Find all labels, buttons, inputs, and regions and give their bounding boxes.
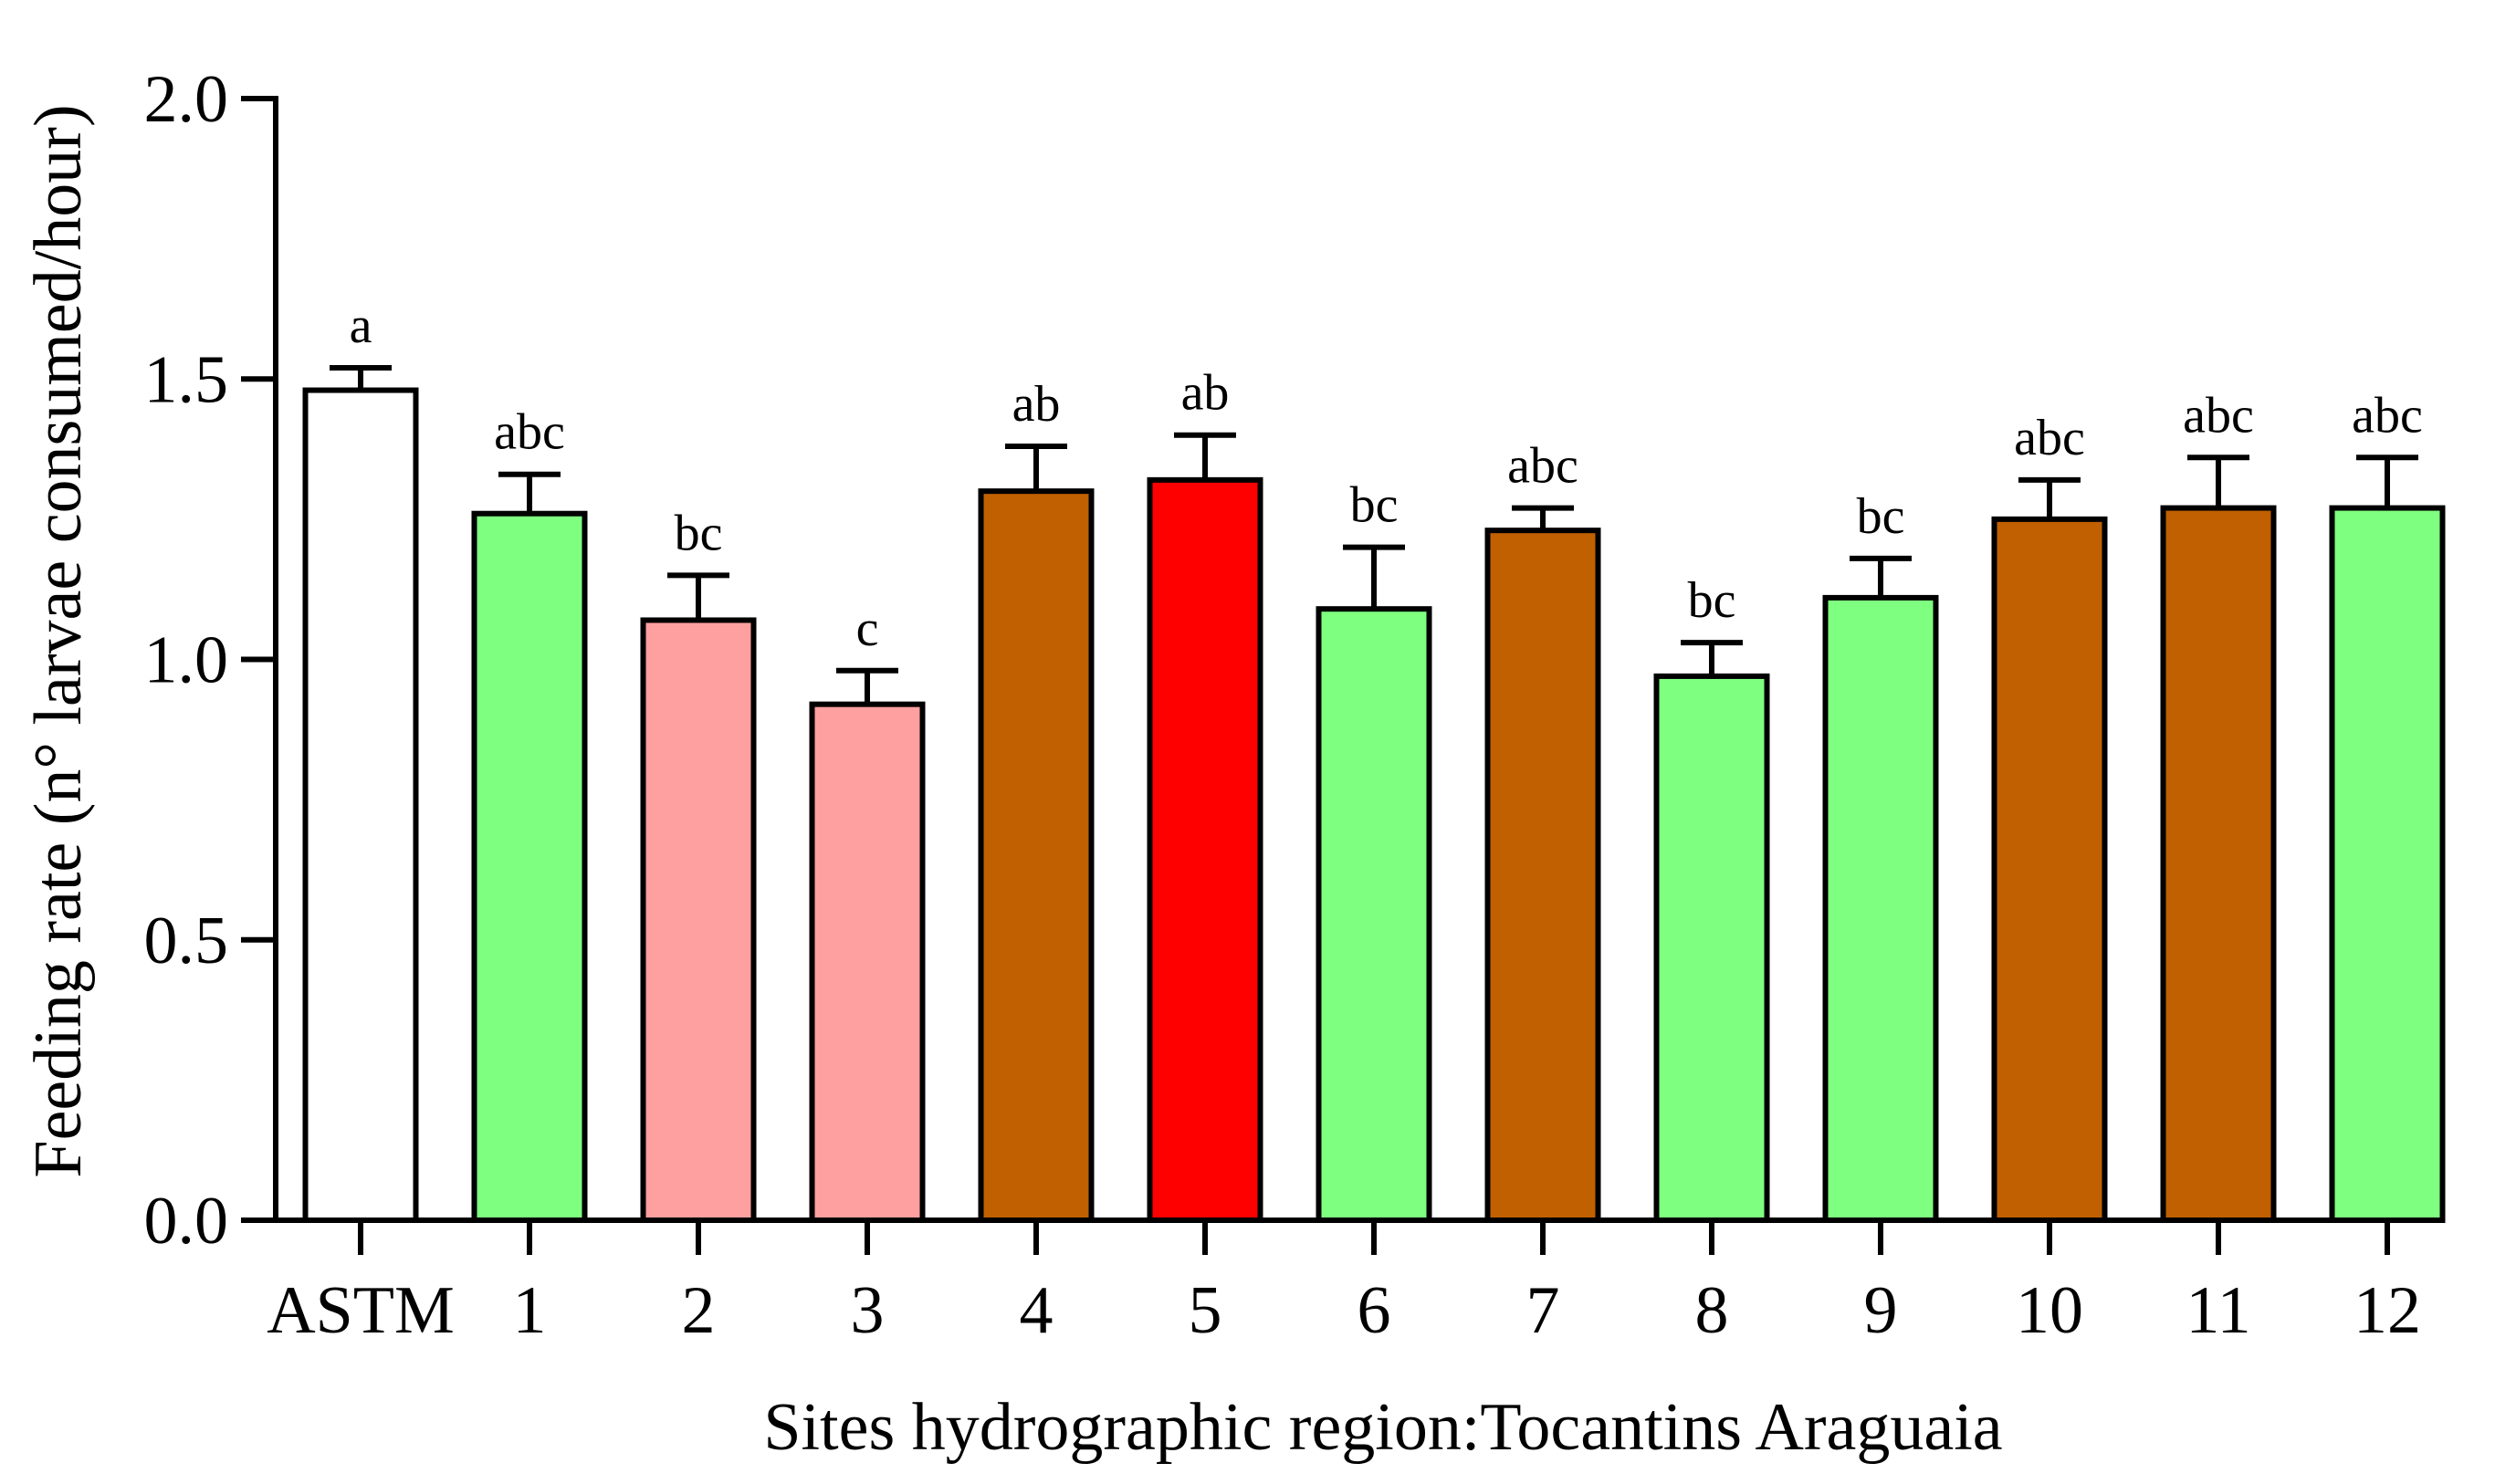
- bar-11: [2160, 505, 2277, 1223]
- significance-label-3: c: [856, 601, 879, 657]
- significance-label-2: bc: [675, 505, 723, 561]
- y-axis: 0.0 0.5 1.0 1.5 2.0: [144, 62, 278, 1259]
- error-bar-4: [1005, 443, 1067, 492]
- y-tick-label-1.5: 1.5: [144, 342, 229, 417]
- significance-label-9: bc: [1857, 488, 1905, 545]
- significance-label-10: abc: [2014, 410, 2085, 466]
- significance-labels-group: a abc bc c ab ab bc abc bc bc abc abc abc: [350, 298, 2423, 657]
- significance-label-1: abc: [494, 404, 565, 461]
- error-bar-3: [836, 667, 898, 705]
- bar-5: [1147, 476, 1263, 1223]
- x-axis: ASTM 1 2 3 4 5 6 7 8 9 10 11 12: [267, 1218, 2421, 1348]
- bar-12: [2329, 505, 2446, 1223]
- bar-10: [1991, 516, 2108, 1223]
- x-tick-label-9: 9: [1864, 1273, 1898, 1348]
- x-tick-label-7: 7: [1526, 1273, 1560, 1348]
- y-tick-label-0.0: 0.0: [144, 1184, 229, 1259]
- y-tick-label-1.0: 1.0: [144, 623, 229, 698]
- error-bar-9: [1850, 555, 1912, 598]
- x-tick-label-2: 2: [682, 1273, 716, 1348]
- x-tick-label-4: 4: [1020, 1273, 1054, 1348]
- significance-label-5: ab: [1181, 365, 1230, 422]
- x-tick-label-1: 1: [513, 1273, 547, 1348]
- error-bar-astm: [330, 364, 392, 391]
- x-tick-label-6: 6: [1358, 1273, 1391, 1348]
- error-bar-11: [2187, 455, 2249, 508]
- error-bar-5: [1174, 432, 1236, 480]
- x-tick-label-3: 3: [851, 1273, 885, 1348]
- error-bars-group: [330, 364, 2418, 705]
- bar-astm: [302, 387, 419, 1224]
- significance-label-4: ab: [1012, 376, 1061, 433]
- error-bar-8: [1681, 640, 1743, 676]
- significance-label-6: bc: [1350, 477, 1399, 534]
- x-axis-title: Sites hydrographic region:Tocantins Arag…: [763, 1390, 2002, 1465]
- significance-label-8: bc: [1688, 572, 1736, 629]
- significance-label-12: abc: [2352, 387, 2423, 444]
- x-tick-label-11: 11: [2186, 1273, 2250, 1348]
- x-tick-label-8: 8: [1695, 1273, 1729, 1348]
- bar-6: [1316, 606, 1432, 1223]
- error-bar-12: [2356, 455, 2418, 508]
- error-bar-2: [667, 572, 729, 621]
- bar-1: [471, 510, 588, 1223]
- y-axis-title: Feeding rate (n° larvae consumed/hour): [21, 104, 96, 1177]
- x-tick-label-12: 12: [2353, 1273, 2421, 1348]
- error-bar-10: [2018, 476, 2081, 519]
- x-tick-label-astm: ASTM: [267, 1273, 455, 1348]
- error-bar-6: [1343, 544, 1405, 610]
- x-tick-label-10: 10: [2016, 1273, 2083, 1348]
- bar-4: [978, 488, 1095, 1223]
- y-tick-label-0.5: 0.5: [144, 904, 229, 978]
- significance-label-11: abc: [2183, 387, 2254, 444]
- y-tick-label-2.0: 2.0: [144, 62, 229, 137]
- significance-label-7: abc: [1507, 438, 1578, 495]
- error-bar-1: [498, 471, 561, 514]
- bar-9: [1822, 594, 1939, 1223]
- bar-3: [809, 701, 926, 1223]
- x-tick-label-5: 5: [1189, 1273, 1222, 1348]
- error-bar-7: [1512, 505, 1574, 531]
- significance-label-astm: a: [350, 298, 372, 354]
- bar-2: [640, 617, 757, 1223]
- bar-7: [1484, 528, 1601, 1223]
- bar-8: [1653, 673, 1770, 1223]
